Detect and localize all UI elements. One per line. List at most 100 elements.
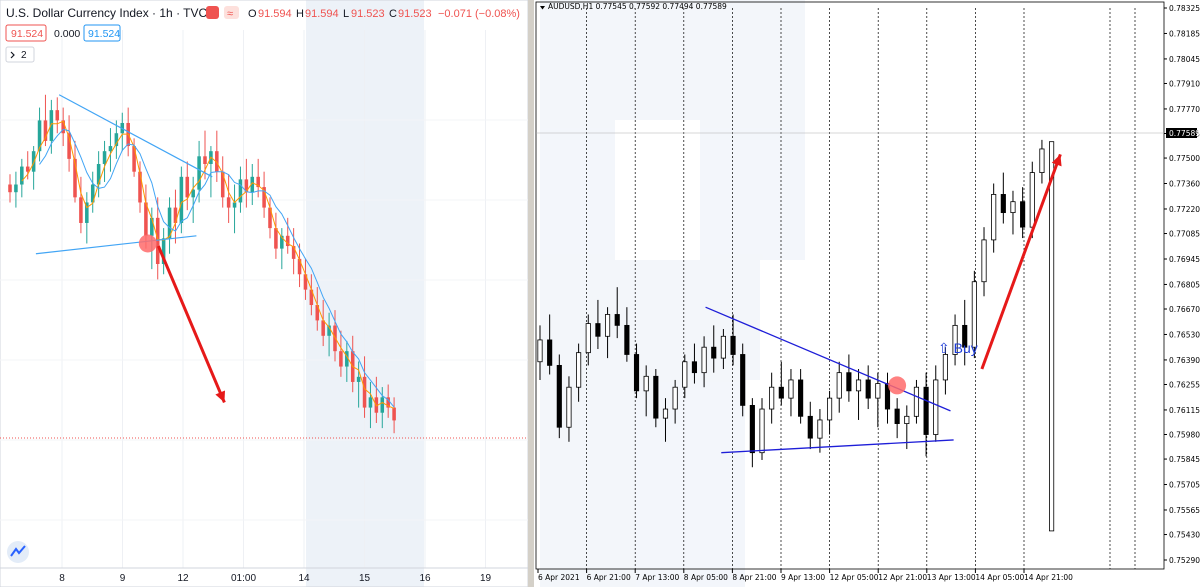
left-time-axis: 8 9 12 01:00 14 15 16 19 [59, 573, 491, 584]
left-candle-body [309, 289, 314, 306]
right-candle-body [682, 361, 688, 388]
right-candle-body [1029, 172, 1035, 228]
left-candle-body [291, 246, 296, 259]
right-candle-body [576, 352, 582, 388]
right-candle-body [942, 354, 948, 381]
right-candle-body [633, 354, 640, 392]
right-candle-body [778, 386, 784, 399]
indicators-toggle-button[interactable] [5, 46, 35, 63]
left-header-icons[interactable]: ≈ [206, 6, 239, 20]
current-price-tag [1166, 128, 1197, 138]
left-candle-body [303, 274, 308, 290]
right-candle-body [759, 408, 765, 454]
left-candle-body [197, 156, 201, 190]
right-overlays [705, 153, 1062, 454]
left-candle-body [150, 217, 154, 236]
right-candle-body [894, 408, 900, 424]
ohlc-close: 91.523 [398, 8, 432, 20]
left-candle-body [90, 184, 95, 203]
right-candle-body [981, 239, 987, 283]
left-candle-body [280, 235, 284, 249]
right-chart-pane[interactable]: 0.783250.781850.780450.779100.777700.776… [535, 1, 1200, 582]
left-candle-body [321, 320, 325, 336]
ohlc-o-label: O [248, 8, 257, 20]
left-x-tick: 14 [298, 573, 310, 584]
right-x-tick: 9 Apr 13:00 [781, 573, 825, 582]
right-forecast-arrowhead [1051, 154, 1062, 167]
right-candle-body [547, 339, 553, 366]
left-candle-body [37, 120, 42, 152]
left-chart-pane[interactable]: 8 9 12 01:00 14 15 16 19 U.S. Dollar Currency I… [0, 0, 529, 587]
right-candle-body [556, 364, 562, 428]
right-y-tick: 0.77770 [1169, 105, 1200, 114]
dropdown-icon[interactable] [540, 6, 545, 10]
right-candle-body [875, 383, 881, 399]
left-x-tick: 19 [480, 573, 492, 584]
left-candle-body [167, 207, 172, 239]
left-overlays [21, 94, 395, 409]
left-candle-body [256, 176, 260, 188]
left-candle-body [31, 151, 36, 172]
left-x-tick: 9 [120, 573, 126, 584]
left-candle-body [250, 176, 255, 193]
left-symbol-title: U.S. Dollar Currency Index · 1h · TVC [6, 6, 208, 20]
right-candle-body [701, 346, 707, 374]
right-price-axis: 0.783250.781850.780450.779100.777700.776… [1164, 4, 1200, 565]
right-candle-body [913, 386, 920, 417]
watermark-logo [306, 0, 805, 587]
left-candle-body [61, 120, 65, 134]
right-candle-body [1020, 201, 1026, 228]
right-candle-body [865, 379, 871, 399]
right-y-tick: 0.76945 [1169, 255, 1200, 264]
left-candle-body [368, 397, 373, 408]
buy-price: 91.524 [88, 28, 120, 40]
right-candle-body [817, 419, 823, 439]
left-x-tick: 12 [177, 573, 189, 584]
left-grid [0, 30, 528, 568]
right-candle-body [846, 372, 852, 392]
left-candle-body [185, 176, 190, 198]
left-trendline-lower[interactable] [35, 235, 197, 255]
right-candle-body [855, 379, 862, 392]
left-candle-body [345, 351, 349, 367]
tradingview-logo-icon [7, 541, 29, 563]
right-y-tick: 0.76255 [1169, 380, 1200, 389]
right-candle-body [672, 386, 678, 410]
left-x-tick: 15 [359, 573, 371, 584]
left-candle-body [85, 202, 89, 223]
buy-signal-label: ⇧ Buy [938, 340, 978, 356]
chevron-right-icon [10, 51, 15, 59]
right-y-tick: 0.76530 [1169, 330, 1200, 339]
buy-price-box[interactable] [83, 24, 121, 42]
left-candle-body [8, 184, 12, 193]
left-candle-body [392, 407, 396, 421]
right-candle-body [585, 323, 591, 354]
left-candle-body [25, 166, 30, 172]
right-candle-body [788, 379, 794, 399]
right-candle-body [730, 335, 736, 355]
ohlc-low: 91.523 [351, 8, 385, 20]
right-x-tick: 6 Apr 2021 [538, 573, 580, 582]
left-x-tick: 8 [59, 573, 65, 584]
right-trendline-upper[interactable] [705, 306, 951, 412]
right-candle-body [971, 281, 977, 348]
ohlc-c-label: C [389, 8, 397, 20]
right-candle-body [653, 375, 659, 419]
right-candles [537, 139, 1055, 532]
left-candle-body [220, 171, 225, 198]
right-candle-body [836, 372, 842, 399]
pending-icon[interactable] [224, 6, 239, 19]
left-forecast-arrowhead [215, 390, 226, 403]
sell-price-box[interactable] [5, 24, 47, 42]
right-y-tick: 0.78185 [1169, 29, 1200, 38]
left-candle-body [285, 235, 290, 247]
market-closed-icon[interactable] [206, 6, 219, 19]
ohlc-high: 91.594 [305, 8, 339, 20]
left-candle-body [244, 179, 249, 193]
left-breakout-marker [138, 234, 157, 253]
left-candle-body [173, 207, 178, 223]
right-trendline-lower[interactable] [721, 439, 954, 454]
left-trendline-upper[interactable] [58, 94, 213, 178]
pane-divider[interactable] [528, 0, 534, 587]
